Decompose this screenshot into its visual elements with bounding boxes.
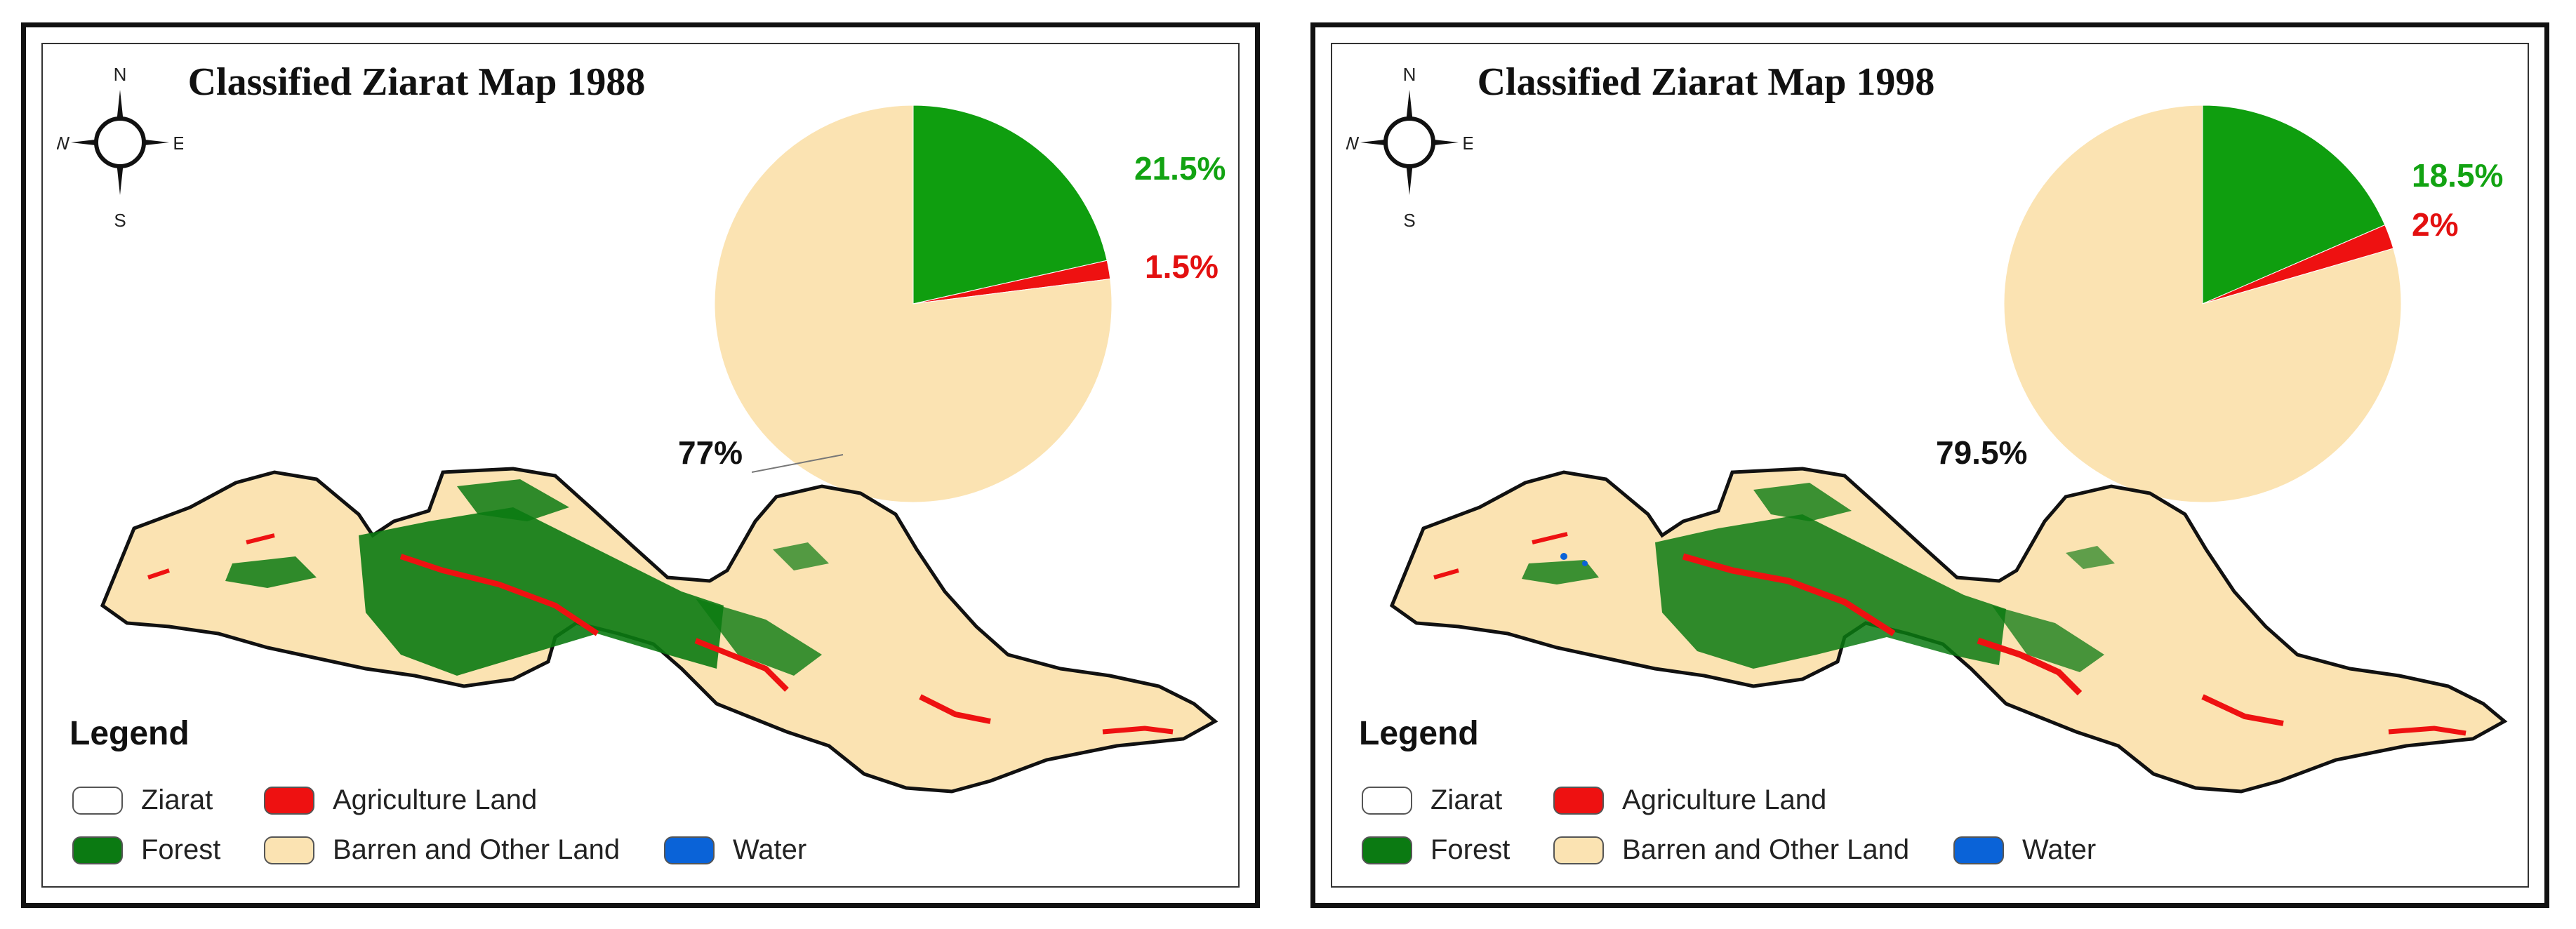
legend-title: Legend — [69, 715, 190, 752]
map-title: Classified Ziarat Map 1998 — [1477, 60, 1935, 104]
barren-swatch — [264, 836, 314, 864]
legend-item-ziarat: Ziarat — [72, 784, 213, 816]
legend-item-ziarat: Ziarat — [1362, 784, 1502, 816]
map-panel-1998: Classified Ziarat Map 1998 N S W E 18.5%… — [1310, 22, 2549, 908]
legend-item-water: Water — [1953, 834, 2096, 866]
barren-swatch — [1553, 836, 1604, 864]
land-cover-pie-chart — [2003, 105, 2402, 503]
legend-label: Ziarat — [141, 784, 213, 815]
legend-item-forest: Forest — [1362, 834, 1510, 866]
compass-west-label: W — [57, 133, 70, 154]
compass-north-label: N — [1403, 64, 1416, 85]
barren-percent-label: 77% — [678, 434, 743, 471]
legend-item-barren: Barren and Other Land — [264, 834, 620, 866]
ziarat-classified-map — [1389, 467, 2508, 794]
forest-slice — [912, 105, 1108, 305]
legend-label: Agriculture Land — [333, 784, 538, 815]
legend-label: Barren and Other Land — [333, 834, 620, 865]
forest-slice — [2202, 105, 2386, 305]
forest-swatch — [72, 836, 123, 864]
legend-item-water: Water — [664, 834, 806, 866]
ziarat-swatch — [1362, 786, 1412, 815]
legend-label: Ziarat — [1430, 784, 1503, 815]
land-cover-pie-chart — [714, 105, 1113, 503]
compass-south-label: S — [114, 210, 126, 231]
map-panel-1988: Classified Ziarat Map 1988 N S W E 21.5%… — [21, 22, 1260, 908]
compass-south-label: S — [1403, 210, 1415, 231]
legend-item-barren: Barren and Other Land — [1553, 834, 1909, 866]
legend-label: Water — [2022, 834, 2097, 865]
legend-label: Forest — [1430, 834, 1511, 865]
barren-leader-line — [752, 454, 844, 473]
barren-percent-label: 79.5% — [1936, 434, 2028, 471]
legend-label: Agriculture Land — [1622, 784, 1827, 815]
forest-swatch — [1362, 836, 1412, 864]
forest-percent-label: 18.5% — [2412, 157, 2504, 194]
map-frame: Classified Ziarat Map 1988 N S W E 21.5%… — [41, 43, 1240, 888]
legend-item-forest: Forest — [72, 834, 220, 866]
agriculture-swatch — [1553, 786, 1604, 815]
barren-slice — [714, 105, 1113, 503]
compass-east-label: E — [173, 133, 183, 154]
compass-east-label: E — [1462, 133, 1473, 154]
legend-title: Legend — [1359, 715, 1479, 752]
agriculture-percent-label: 1.5% — [1145, 248, 1219, 285]
legend-label: Water — [733, 834, 807, 865]
water-swatch — [1953, 836, 2004, 864]
map-title: Classified Ziarat Map 1988 — [187, 60, 646, 104]
agriculture-percent-label: 2% — [2412, 206, 2459, 243]
north-arrow-icon: N S W E — [57, 64, 183, 231]
forest-percent-label: 21.5% — [1134, 150, 1226, 187]
agriculture-swatch — [264, 786, 314, 815]
compass-north-label: N — [114, 64, 127, 85]
legend-label: Forest — [141, 834, 221, 865]
north-arrow-icon: N S W E — [1346, 64, 1473, 231]
map-frame: Classified Ziarat Map 1998 N S W E 18.5%… — [1331, 43, 2529, 888]
ziarat-swatch — [72, 786, 123, 815]
legend-item-agriculture: Agriculture Land — [1553, 784, 1826, 816]
water-swatch — [664, 836, 715, 864]
legend-label: Barren and Other Land — [1622, 834, 1910, 865]
legend-item-agriculture: Agriculture Land — [264, 784, 537, 816]
ziarat-classified-map — [100, 467, 1219, 794]
compass-west-label: W — [1346, 133, 1360, 154]
barren-slice — [2003, 105, 2402, 503]
